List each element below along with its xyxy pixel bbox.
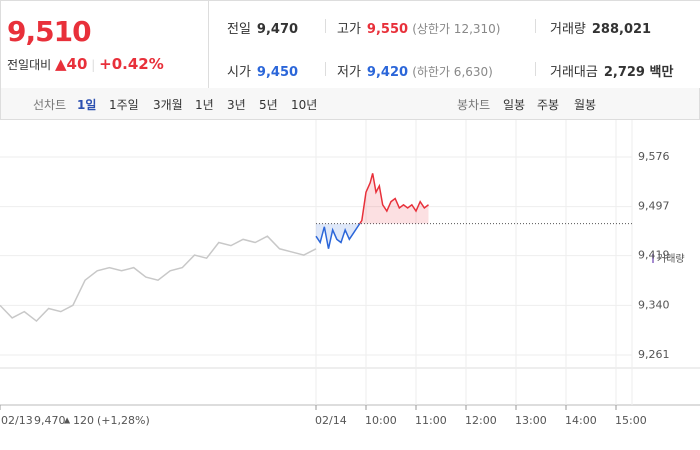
tab[interactable]: 5년 — [259, 98, 278, 112]
prev-rate: (+1,28%) — [97, 414, 150, 427]
change-row: 전일대비 ▲40 | +0.42% — [7, 55, 164, 73]
tab[interactable]: 3년 — [227, 98, 246, 112]
stat-note: (상한가 12,310) — [412, 22, 501, 36]
x-tick-label: 15:00 — [615, 414, 647, 427]
stat-label: 저가 — [337, 65, 361, 80]
tab[interactable]: 일봉 — [503, 98, 526, 112]
tab[interactable]: 월봉 — [574, 98, 597, 112]
quote-header: 9,510 전일대비 ▲40 | +0.42% 전일 9,470 고가 9,550 … — [0, 0, 700, 89]
stat-label: 시가 — [227, 65, 251, 80]
legend-text: 거래량 — [657, 253, 685, 265]
prev-date: 02/13 — [1, 414, 33, 427]
x-tick-label: 12:00 — [465, 414, 497, 427]
tab[interactable]: 10년 — [291, 98, 318, 112]
change: ▲40 — [55, 55, 88, 73]
stat-label: 거래대금 — [550, 65, 598, 80]
today-line-up — [358, 173, 429, 224]
legend-swatch — [652, 254, 654, 263]
y-tick-label: 9,419 — [638, 249, 670, 262]
x-tick-label: 11:00 — [415, 414, 447, 427]
change-rate: +0.42% — [99, 55, 164, 73]
today-line-down — [315, 223, 361, 249]
y-tick-label: 9,261 — [638, 348, 670, 361]
chart: 거래량 9,576 9,497 9,419 9,340 9,261 02/14 10:00 1… — [0, 120, 700, 427]
up-area — [359, 173, 429, 224]
stat-value: 9,470 — [256, 22, 299, 37]
tab[interactable]: 1주일 — [109, 98, 139, 112]
stat-label: 전일 — [227, 22, 251, 37]
change-label: 전일대비 — [7, 58, 52, 72]
previous-day-line — [0, 235, 317, 323]
y-tick-label: 9,497 — [638, 200, 670, 213]
y-tick-label: 9,340 — [638, 298, 670, 311]
stat-value: 9,450 — [256, 65, 299, 80]
down-area — [316, 223, 429, 249]
prev-close: 9,470 — [34, 414, 66, 427]
line-chart-label: 선차트 — [33, 98, 67, 112]
stat-value: 9,420 — [366, 65, 409, 80]
chart-tabs: 선차트 봉차트 1일 1주일 3개월 1년 3년 5년 10년 일봉 주봉 월봉 — [0, 88, 700, 120]
prev-arrow: ▲ — [64, 416, 71, 425]
prev-change: 120 — [73, 414, 94, 427]
x-tick-label: 13:00 — [515, 414, 547, 427]
stat-value: 2,729 백만 — [603, 65, 674, 80]
stats-row: 시가 9,450 저가 9,420 (하한가 6,630) 거래대금 2,729 백만 — [209, 47, 700, 90]
tab[interactable]: 1일 — [77, 98, 97, 112]
stat-value: 9,550 — [366, 22, 409, 37]
candle-chart-label: 봉차트 — [457, 98, 491, 112]
change-value: 40 — [66, 55, 88, 73]
tab[interactable]: 3개월 — [153, 98, 183, 112]
price-box: 9,510 전일대비 ▲40 | +0.42% — [1, 1, 209, 88]
x-tick-label: 02/14 — [315, 414, 347, 427]
x-tick-label: 10:00 — [365, 414, 397, 427]
stat-note: (하한가 6,630) — [412, 65, 493, 79]
y-tick-label: 9,576 — [638, 150, 670, 163]
stats-row: 전일 9,470 고가 9,550 (상한가 12,310) 거래량 288,021 — [209, 4, 700, 47]
tab[interactable]: 1년 — [195, 98, 214, 112]
stat-label: 거래량 — [550, 22, 586, 37]
current-price: 9,510 — [7, 15, 92, 48]
tab[interactable]: 주봉 — [537, 98, 560, 112]
stat-label: 고가 — [337, 22, 361, 37]
x-tick-label: 14:00 — [565, 414, 597, 427]
stat-value: 288,021 — [591, 22, 652, 37]
